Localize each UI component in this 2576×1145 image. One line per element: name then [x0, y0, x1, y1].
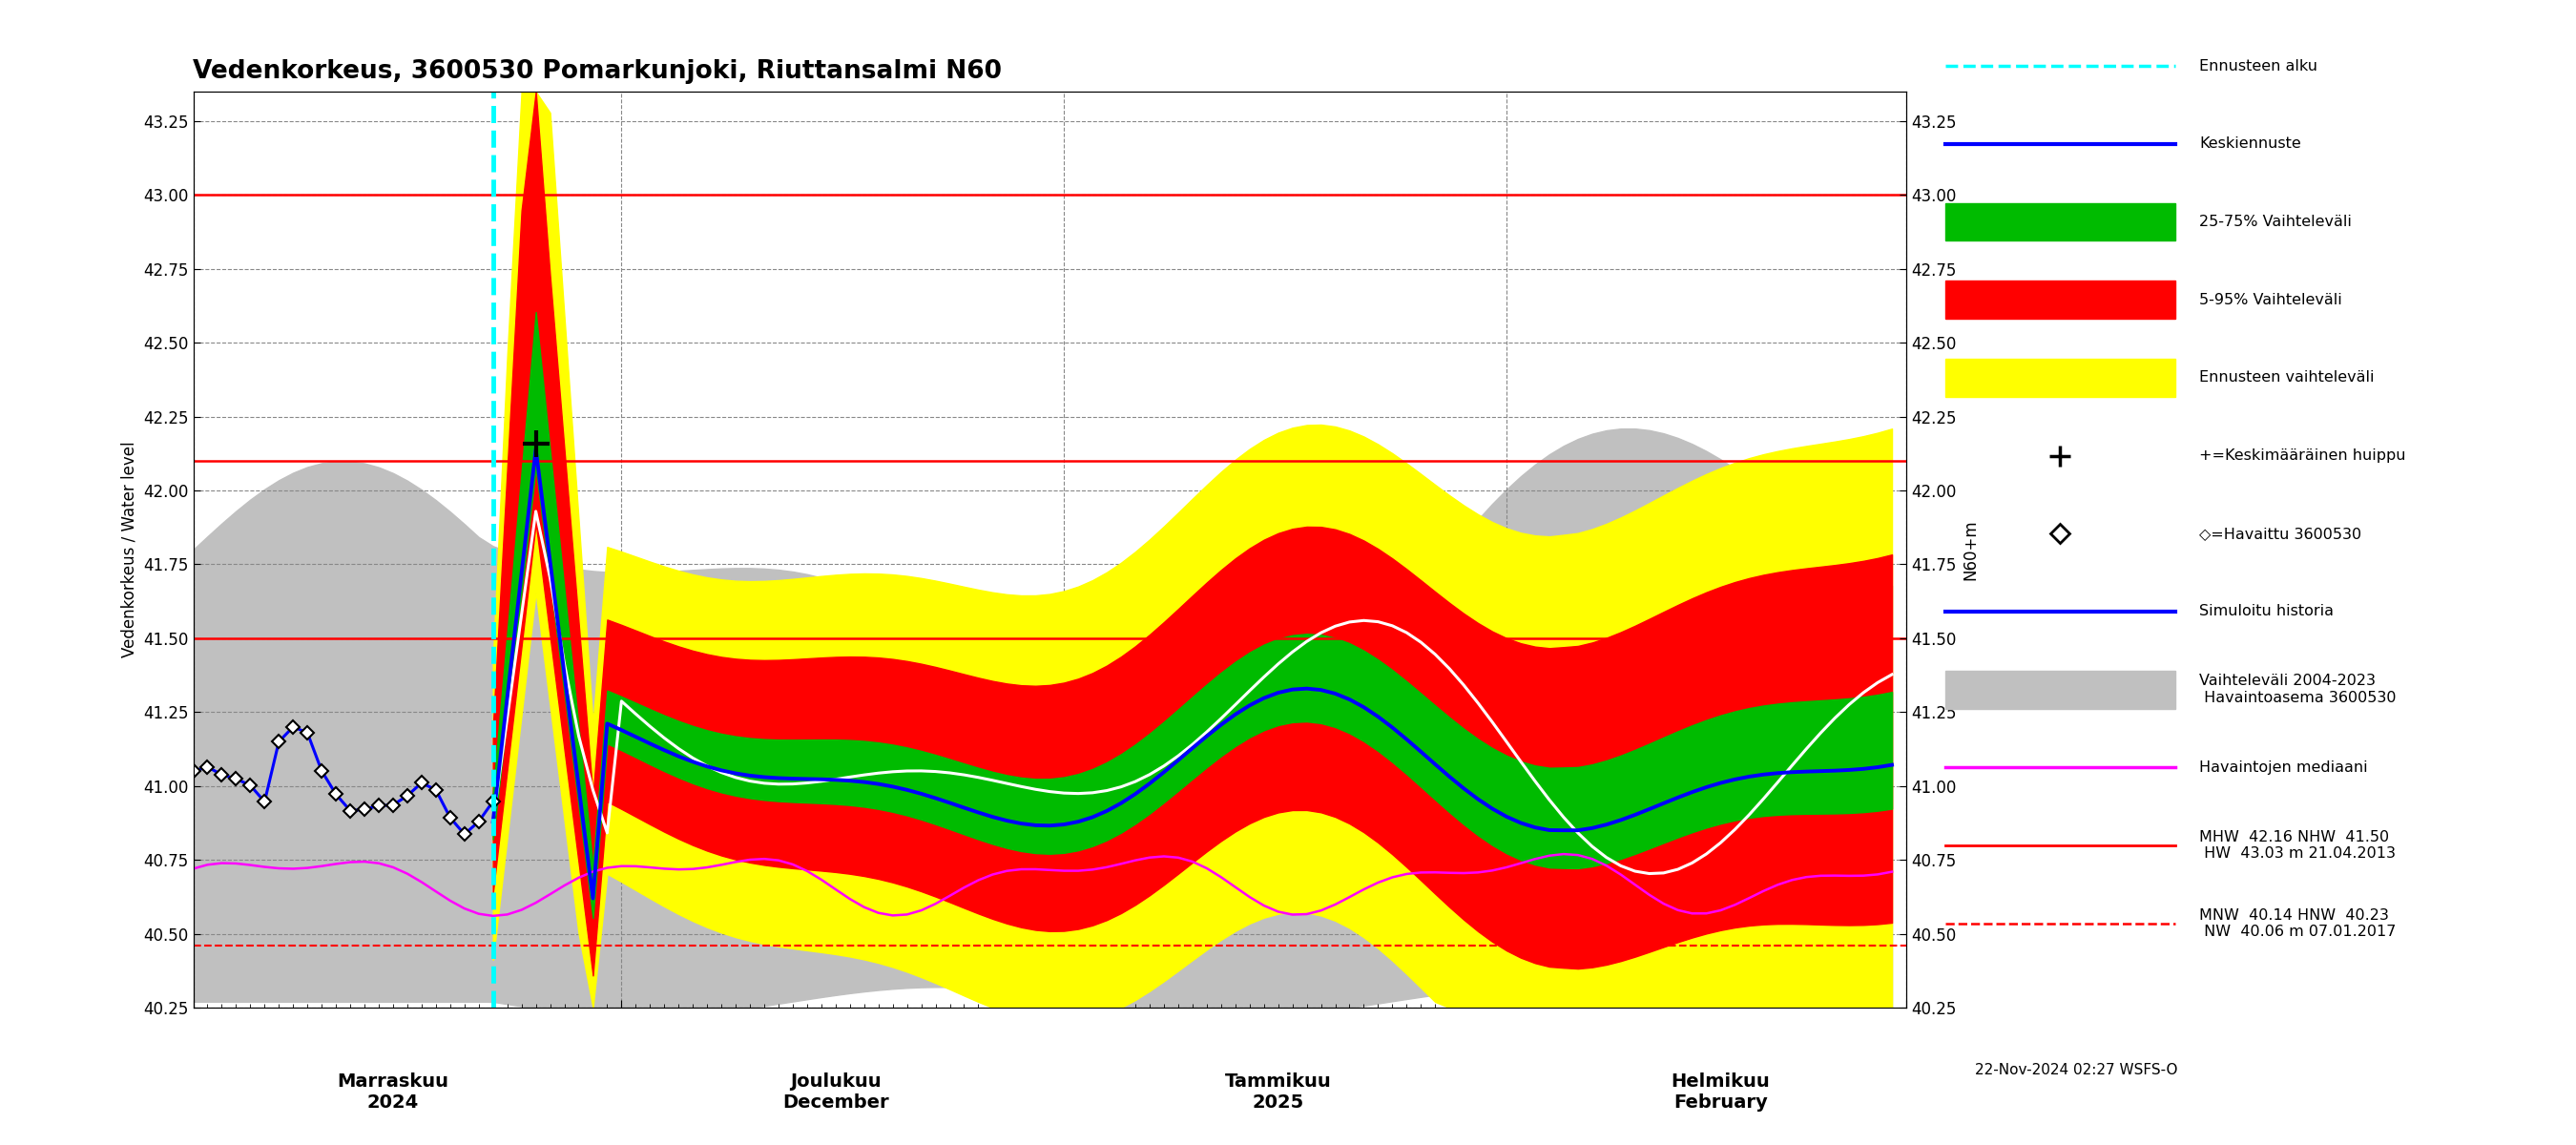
Text: Vaihteleväli 2004-2023
 Havaintoasema 3600530: Vaihteleväli 2004-2023 Havaintoasema 360… [2200, 674, 2396, 705]
Text: Marraskuu
2024: Marraskuu 2024 [337, 1073, 448, 1112]
Bar [1945, 203, 2174, 240]
Text: MHW  42.16 NHW  41.50
 HW  43.03 m 21.04.2013: MHW 42.16 NHW 41.50 HW 43.03 m 21.04.201… [2200, 830, 2396, 861]
Text: Vedenkorkeus, 3600530 Pomarkunjoki, Riuttansalmi N60: Vedenkorkeus, 3600530 Pomarkunjoki, Riut… [193, 60, 1002, 84]
Text: 22-Nov-2024 02:27 WSFS-O: 22-Nov-2024 02:27 WSFS-O [1976, 1063, 2177, 1077]
Bar [1945, 671, 2174, 709]
Bar [1945, 358, 2174, 396]
Text: Ennusteen alku: Ennusteen alku [2200, 58, 2318, 73]
Text: Ennusteen vaihteleväli: Ennusteen vaihteleväli [2200, 371, 2375, 385]
Text: Keskiennuste: Keskiennuste [2200, 136, 2300, 151]
Text: Helmikuu
February: Helmikuu February [1672, 1073, 1770, 1112]
Text: 5-95% Vaihteleväli: 5-95% Vaihteleväli [2200, 293, 2342, 307]
Text: ◇=Havaittu 3600530: ◇=Havaittu 3600530 [2200, 527, 2362, 540]
Text: Havaintojen mediaani: Havaintojen mediaani [2200, 760, 2367, 775]
Y-axis label: Vedenkorkeus / Water level: Vedenkorkeus / Water level [121, 442, 139, 657]
Text: Tammikuu
2025: Tammikuu 2025 [1224, 1073, 1332, 1112]
Text: Joulukuu
December: Joulukuu December [783, 1073, 889, 1112]
Bar [1945, 281, 2174, 318]
Text: Simuloitu historia: Simuloitu historia [2200, 605, 2334, 618]
Text: 25-75% Vaihteleväli: 25-75% Vaihteleväli [2200, 215, 2352, 229]
Y-axis label: N60+m: N60+m [1960, 519, 1978, 581]
Text: +=Keskimääräinen huippu: +=Keskimääräinen huippu [2200, 449, 2406, 463]
Text: MNW  40.14 HNW  40.23
 NW  40.06 m 07.01.2017: MNW 40.14 HNW 40.23 NW 40.06 m 07.01.201… [2200, 908, 2396, 939]
